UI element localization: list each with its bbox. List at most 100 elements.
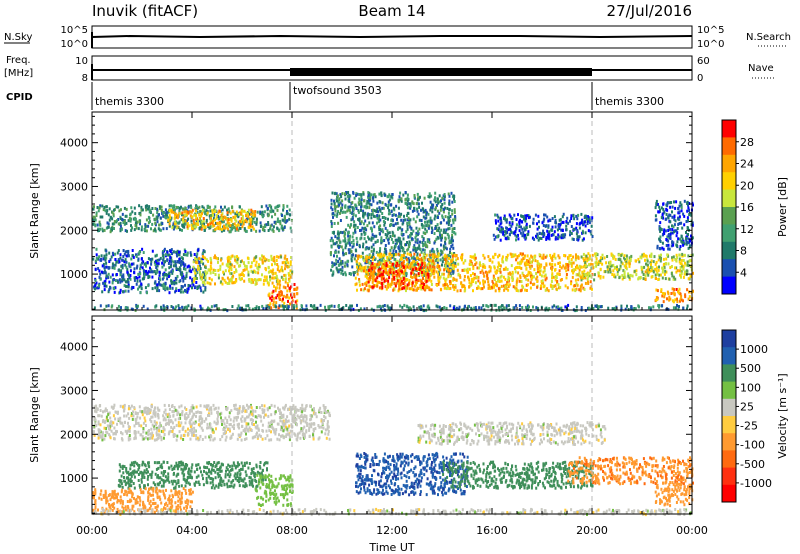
colorbar-tick-label: 12 xyxy=(740,223,754,236)
colorbar-tick-label: -500 xyxy=(740,458,765,471)
colorbar-swatch xyxy=(722,241,736,260)
colorbar-swatch xyxy=(722,189,736,208)
colorbar-swatch xyxy=(722,433,736,451)
nsky-panel: N.Sky 10^5 10^0 10^5 10^0 N.Search xyxy=(4,25,791,50)
velocity-colorbar: 1000 500 100 25 -25 -100 -500 -1000 Velocity [m … xyxy=(721,329,789,503)
colorbar-label: Power [dB] xyxy=(776,177,789,237)
colorbar-tick-label: 1000 xyxy=(740,343,768,356)
colorbar-swatch xyxy=(722,398,736,417)
y-tick-label: 1000 xyxy=(60,268,88,281)
colorbar-tick-label: 8 xyxy=(740,245,747,258)
x-tick-label: 12:00 xyxy=(376,524,408,537)
x-axis-title: Time UT xyxy=(368,541,414,554)
colorbar-tick-label: 20 xyxy=(740,179,754,192)
y-tick-label: 2000 xyxy=(60,224,88,237)
x-tick-label: 00:00 xyxy=(676,524,708,537)
nave-tick-top: 60 xyxy=(697,56,710,67)
nave-label: Nave xyxy=(748,63,774,74)
colorbar-tick-label: -25 xyxy=(740,420,758,433)
x-tick-label: 04:00 xyxy=(176,524,208,537)
colorbar-swatch xyxy=(722,276,736,295)
heatmap-region-2 xyxy=(167,208,257,231)
heatmap-region-4 xyxy=(254,473,294,508)
colorbar-swatch xyxy=(722,484,736,503)
x-tick-label: 20:00 xyxy=(576,524,608,537)
heatmap-region-9 xyxy=(492,212,594,242)
colorbar-swatch xyxy=(722,259,736,278)
freq-panel: Freq. [MHz] 10 8 60 0 Nave xyxy=(4,55,774,84)
colorbar-swatch xyxy=(722,330,736,348)
heatmap-region-8 xyxy=(367,261,432,291)
colorbar-tick-label: 100 xyxy=(740,381,761,394)
heatmap-region-9 xyxy=(654,482,694,508)
colorbar-swatch xyxy=(722,224,736,243)
x-tick-label: 00:00 xyxy=(76,524,108,537)
colorbar-swatch xyxy=(722,207,736,225)
freq-label: Freq. xyxy=(6,55,31,66)
y-axis-label: Slant Range [km] xyxy=(28,367,41,463)
y-axis-label: Slant Range [km] xyxy=(28,163,41,259)
heatmap-region-10 xyxy=(580,252,694,282)
colorbar-swatch xyxy=(722,347,736,365)
colorbar-label: Velocity [m s⁻¹] xyxy=(776,373,789,458)
y-tick-label: 2000 xyxy=(60,428,88,441)
cpid-segment-1: themis 3300 xyxy=(95,95,164,108)
colorbar-tick-label: -100 xyxy=(740,439,765,452)
y-tick-label: 4000 xyxy=(60,137,88,150)
colorbar-swatch xyxy=(722,137,736,156)
nsky-label: N.Sky xyxy=(4,32,32,43)
colorbar-swatch xyxy=(722,467,736,486)
time-axis: 00:00 04:00 08:00 12:00 16:00 20:00 00:00 xyxy=(76,112,708,537)
cpid-segment-3: themis 3300 xyxy=(595,95,664,108)
nsearch-label: N.Search xyxy=(746,32,791,43)
power-colorbar: 28 24 20 16 12 8 4 Power [dB] xyxy=(721,119,789,295)
colorbar-tick-label: 24 xyxy=(740,158,754,171)
colorbar-swatch xyxy=(722,120,736,138)
freq-tick-bottom: 8 xyxy=(82,73,88,84)
colorbar-swatch xyxy=(722,450,736,469)
nsky-tick-bottom-right: 10^0 xyxy=(697,39,724,50)
station-title: Inuvik (fitACF) xyxy=(92,2,198,20)
heatmap-region-12 xyxy=(654,199,694,251)
colorbar-tick-label: 28 xyxy=(740,136,754,149)
x-tick-label: 16:00 xyxy=(476,524,508,537)
colorbar-tick-label: 25 xyxy=(740,400,754,413)
heatmap-region-2 xyxy=(417,421,607,446)
y-tick-label: 3000 xyxy=(60,384,88,397)
heatmap-region-8 xyxy=(567,456,694,486)
freq-unit: [MHz] xyxy=(4,68,33,79)
heatmap-region-1 xyxy=(92,403,331,442)
colorbar-swatch xyxy=(722,381,736,400)
heatmap-region-7 xyxy=(442,460,594,490)
colorbar-swatch xyxy=(722,154,736,173)
beam-title: Beam 14 xyxy=(358,2,425,20)
cpid-row: CPID themis 3300 twofsound 3503 themis 3… xyxy=(6,82,664,110)
nsky-tick-bottom: 10^0 xyxy=(61,39,88,50)
colorbar-swatch xyxy=(722,416,736,434)
power-panel: 1000 2000 3000 4000 Slant Range [km] xyxy=(28,111,694,313)
heatmap-region-5 xyxy=(92,487,194,514)
y-tick-label: 1000 xyxy=(60,472,88,485)
colorbar-tick-label: -1000 xyxy=(740,477,772,490)
colorbar-swatch xyxy=(722,364,736,383)
nsky-tick-top-right: 10^5 xyxy=(697,25,724,36)
y-tick-label: 3000 xyxy=(60,180,88,193)
heatmap-region-11 xyxy=(654,287,694,304)
cpid-label: CPID xyxy=(6,92,33,103)
heatmap-region-4 xyxy=(192,254,294,286)
freq-tick-top: 10 xyxy=(75,56,88,67)
velocity-panel: 1000 2000 3000 4000 Slant Range [km] xyxy=(28,315,694,517)
nave-block xyxy=(290,68,592,76)
colorbar-tick-label: 16 xyxy=(740,201,754,214)
cpid-segment-2: twofsound 3503 xyxy=(293,84,382,97)
x-tick-label: 08:00 xyxy=(276,524,308,537)
y-tick-label: 4000 xyxy=(60,341,88,354)
nsky-trace xyxy=(91,34,693,39)
colorbar-tick-label: 500 xyxy=(740,362,761,375)
date-title: 27/Jul/2016 xyxy=(607,2,692,20)
nave-tick-bottom: 0 xyxy=(697,73,703,84)
colorbar-swatch xyxy=(722,172,736,191)
colorbar-tick-label: 4 xyxy=(740,266,747,279)
nsky-tick-top: 10^5 xyxy=(61,25,88,36)
